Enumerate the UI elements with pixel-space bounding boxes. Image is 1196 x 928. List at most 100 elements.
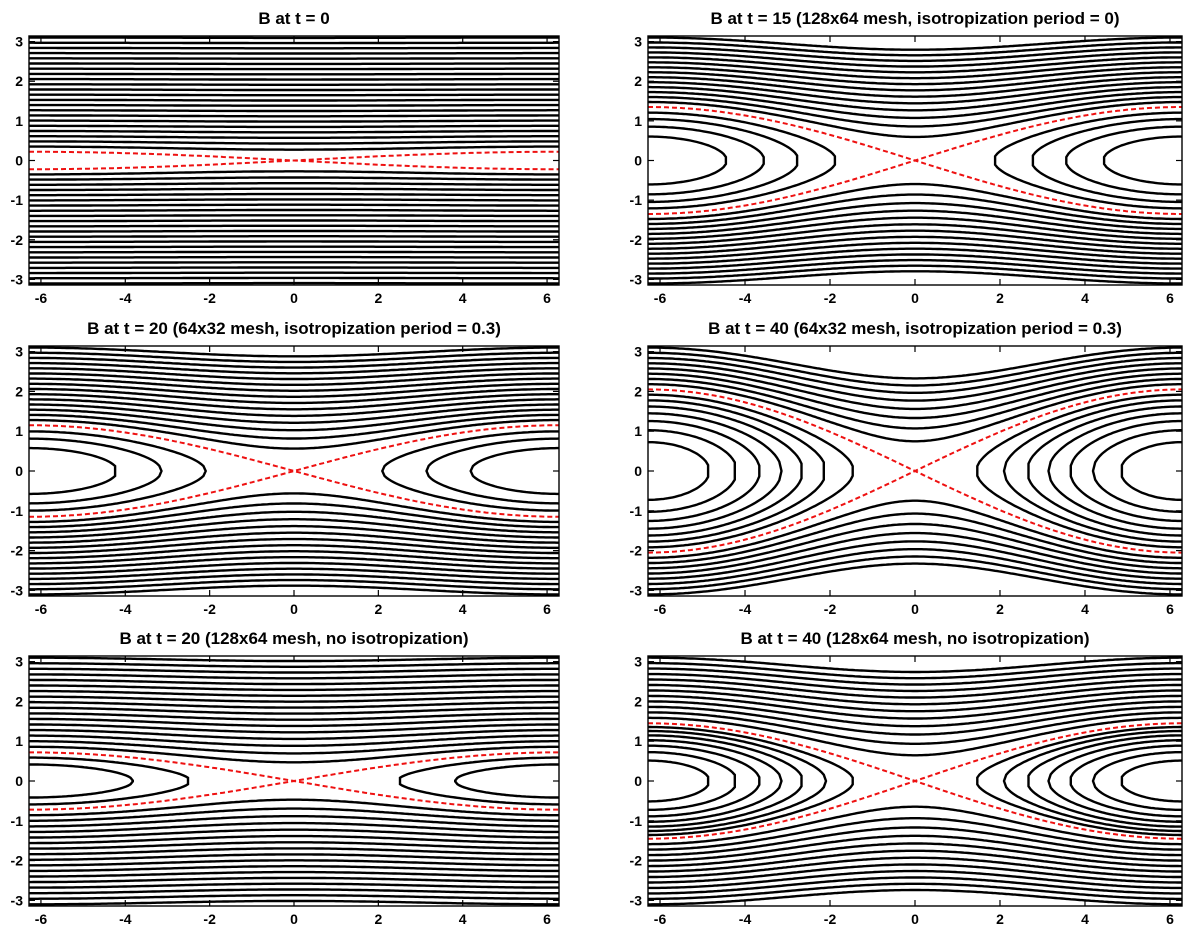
field-line [648,711,1182,745]
field-line [648,85,1182,112]
field-line [648,356,1182,394]
panel-title: B at t = 40 (128x64 mesh, no isotropizat… [740,629,1089,648]
field-line [29,356,559,369]
field-line [29,372,559,386]
field-line [648,419,761,523]
field-line [1031,117,1182,204]
separatrix [29,779,559,811]
field-line [398,756,559,806]
panel-4: B at t = 40 (64x32 mesh, isotropization … [630,319,1183,617]
field-line [648,270,1182,285]
y-tick-label: -3 [630,271,643,287]
x-tick-label: 4 [1081,290,1089,306]
field-line [648,705,1182,736]
field-line [648,805,1182,846]
field-line [29,573,559,586]
x-tick-label: 4 [1081,911,1089,927]
y-tick-label: -2 [11,853,24,869]
panel-2: B at t = 15 (128x64 mesh, isotropization… [630,9,1183,306]
field-line [29,135,559,139]
field-line [648,562,1182,596]
x-tick-label: -4 [739,601,752,617]
field-line [29,834,559,845]
field-line [648,264,1182,280]
field-line [29,98,559,102]
field-line [29,413,559,440]
field-line [648,512,1182,565]
field-line [648,548,1182,586]
field-line [380,430,559,512]
x-tick-label: -6 [654,911,667,927]
field-line [29,192,559,197]
y-tick-label: -1 [11,192,24,208]
y-tick-label: 3 [15,34,23,50]
y-tick-label: 1 [15,423,23,439]
separatrix [648,779,1182,840]
field-line [648,716,1182,757]
field-line [29,119,559,123]
field-line [648,826,1182,857]
field-line [29,77,559,81]
field-line [648,882,1182,901]
field-line [648,405,803,537]
x-tick-label: -4 [119,290,132,306]
field-line [29,140,559,145]
field-line [1069,744,1182,818]
field-line [29,367,559,381]
field-line [29,124,559,129]
y-tick-label: 3 [634,654,642,670]
x-tick-label: -2 [824,911,837,927]
y-tick-label: 0 [634,773,642,789]
x-tick-label: -6 [35,601,48,617]
field-line [648,393,854,549]
x-tick-label: -2 [203,911,216,927]
field-line [1002,729,1182,833]
y-tick-label: 0 [634,463,642,479]
plot-area [29,36,559,285]
field-line [29,745,559,764]
field-line [29,701,559,709]
field-line [29,763,134,799]
field-line [29,815,559,828]
field-line [29,734,559,747]
field-line [29,662,559,668]
y-tick-label: 3 [634,344,642,360]
field-line [469,446,559,496]
field-line [648,223,1182,245]
field-line [29,170,559,176]
separatrix [29,159,559,171]
field-line [648,689,1182,713]
field-line [29,214,559,218]
field-line [648,759,710,803]
field-line [29,717,559,728]
field-line [29,346,559,358]
field-line [454,763,559,799]
field-line [29,393,559,411]
x-tick-label: 4 [459,911,467,927]
x-tick-label: 2 [374,911,382,927]
plot-area [648,346,1182,596]
field-line [1091,429,1182,513]
field-line [29,229,559,233]
field-line [29,667,559,674]
field-line [648,253,1182,270]
field-line [425,437,559,505]
field-line [648,66,1182,86]
field-line [648,834,1182,862]
field-line [29,821,559,834]
field-line [976,393,1182,549]
y-tick-label: -3 [11,582,24,598]
y-tick-label: 0 [15,463,23,479]
panel-title: B at t = 40 (64x32 mesh, isotropization … [708,319,1122,338]
x-tick-label: -4 [739,290,752,306]
field-line [29,403,559,424]
field-line [29,828,559,839]
field-line [29,882,559,889]
field-line [29,418,559,450]
x-tick-label: 0 [290,911,298,927]
field-line [1047,739,1182,823]
field-line [648,694,1182,720]
field-line [648,700,1182,728]
field-line [648,71,1182,92]
y-tick-label: -1 [630,503,643,519]
